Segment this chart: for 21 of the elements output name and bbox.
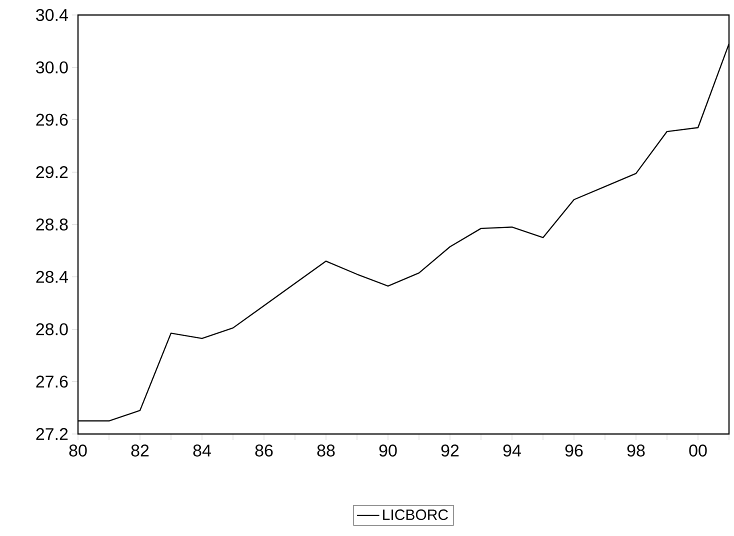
- x-tick-label: 84: [193, 444, 211, 457]
- x-tick-label: 88: [317, 444, 335, 457]
- x-tick-label: 80: [69, 444, 87, 457]
- x-tick-label: 92: [441, 444, 459, 457]
- y-tick-label: 29.2: [36, 166, 68, 178]
- y-tick-label: 29.6: [36, 114, 68, 126]
- legend-label: LICBORC: [383, 509, 448, 520]
- y-tick-label: 28.0: [36, 323, 68, 336]
- x-tick-label: 98: [627, 444, 645, 457]
- y-tick-label: 27.6: [36, 376, 68, 388]
- x-tick-label: 90: [379, 444, 397, 457]
- x-tick-label: 82: [131, 444, 149, 457]
- y-tick-label: 27.2: [36, 428, 68, 440]
- x-tick-label: 96: [565, 444, 583, 457]
- y-tick-label: 28.4: [36, 270, 68, 283]
- x-tick-label: 86: [255, 444, 273, 457]
- y-tick-label: 30.0: [36, 61, 68, 74]
- x-tick-label: 94: [503, 444, 521, 457]
- y-tick-label: 30.4: [36, 8, 68, 22]
- y-tick-label: 28.8: [36, 218, 68, 231]
- x-tick-label: 00: [689, 444, 707, 457]
